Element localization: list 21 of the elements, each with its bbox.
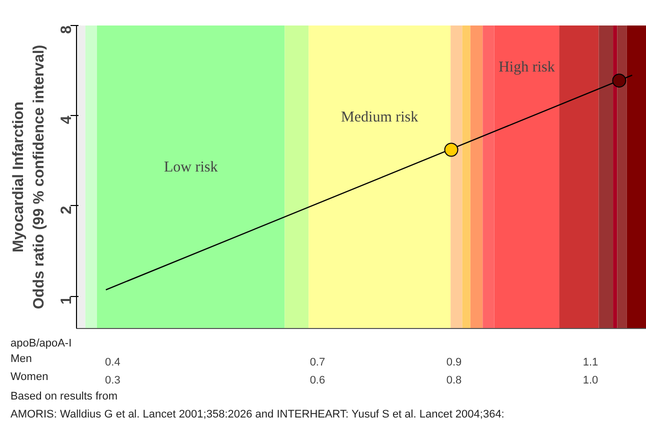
y-tick-label: 2 — [58, 206, 75, 214]
band-label: Low risk — [164, 160, 218, 176]
x-tick-label: 0.9 — [446, 356, 462, 368]
y-tick-label: 4 — [58, 115, 75, 124]
x2-tick-label: 0.8 — [446, 374, 462, 386]
y-tick-label: 1 — [58, 296, 75, 305]
band-label: Medium risk — [341, 110, 419, 126]
band-label: High risk — [498, 60, 556, 76]
x-axis-title: apoB/apoA-I — [10, 338, 72, 350]
text: AMORIS: Walldius G et al. Lancet 2001;358:2026 and INTERHEART: Yusuf S et al. Lancet 2004;364: — [10, 408, 504, 420]
y-tick-label: 8 — [58, 26, 75, 34]
x-tick-label: 0.4 — [105, 356, 120, 368]
text: Based on results from — [10, 390, 118, 402]
x2-tick-label: 0.6 — [310, 374, 326, 386]
text: Women — [10, 371, 48, 383]
x2-tick-label: 0.3 — [105, 374, 120, 386]
x2-tick-label: 1.0 — [582, 374, 598, 386]
x-tick-label: 1.1 — [582, 356, 598, 368]
x-tick-label: 0.7 — [310, 356, 326, 368]
text: Men — [10, 353, 32, 365]
y-axis-title: Myocardial Infarction Odds ratio (99 % confidence interval) — [10, 44, 48, 310]
